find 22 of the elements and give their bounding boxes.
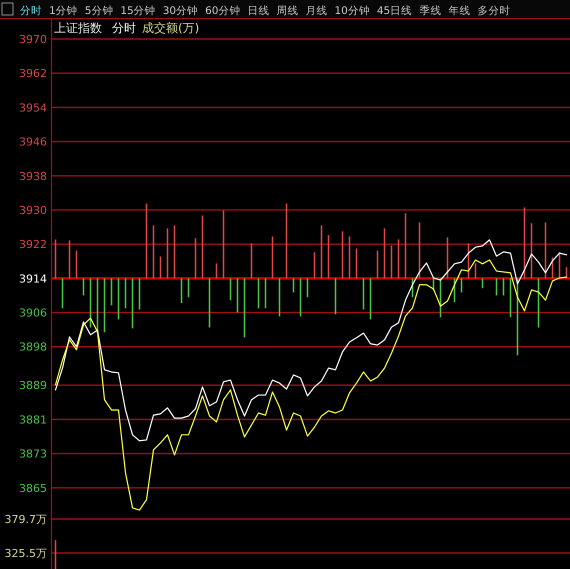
y-tick-label: 3946	[19, 136, 47, 149]
toolbar: 分时 1分钟 5分钟 15分钟 30分钟 60分钟 日线 周线 月线 10分钟 45日线 季线 年线 多分时	[0, 0, 570, 19]
y-tick-label: 3914	[19, 272, 47, 286]
y-tick-label: 3938	[19, 170, 47, 183]
y-tick-label: 3922	[19, 238, 47, 252]
y-tick-label: 3962	[19, 67, 47, 80]
y-tick-label: 3873	[19, 448, 47, 461]
line-series	[54, 259, 568, 511]
y-tick-label: 3889	[19, 379, 47, 392]
y-tick-label: 3881	[19, 413, 47, 426]
y-tick-label: 3930	[19, 204, 47, 217]
y-tick-label: 3970	[19, 33, 47, 46]
y-tick-label: 3954	[19, 101, 47, 114]
chart-subtitle: 分时	[112, 21, 136, 35]
y-tick-label: 325.5万	[4, 547, 47, 560]
line-series	[54, 239, 568, 442]
y-tick-label: 3865	[19, 482, 47, 495]
y-tick-label: 3898	[19, 340, 47, 354]
text: 成交额(万)	[142, 21, 200, 35]
y-tick-label: 3906	[19, 306, 47, 320]
y-tick-label: 379.7万	[4, 513, 47, 526]
chart-title: 上证指数	[54, 21, 102, 35]
